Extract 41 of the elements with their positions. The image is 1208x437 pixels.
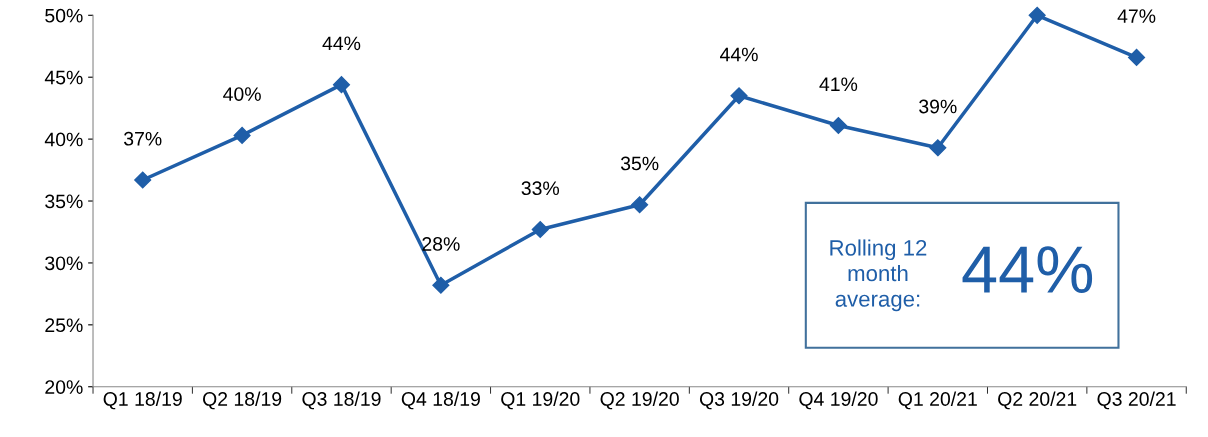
point [1028,6,1046,24]
x-tick-label: Q3 19/20 [699,391,779,410]
data-label: 41% [819,77,858,92]
point [929,139,947,157]
y-tick-label: 40% [44,132,83,147]
y-tick-label: 20% [45,380,83,394]
data-label: 28% [422,237,460,251]
x-tick-label: Q4 18/19 [401,391,480,410]
y-tick-label: 35% [45,194,83,209]
x-tick-label: Q3 20/21 [1097,391,1176,410]
x-tick-label: Q1 18/19 [103,391,182,410]
point [531,220,549,239]
point [432,276,450,294]
data-label: 33% [521,181,560,196]
x-tick-label: Q1 19/20 [501,391,580,410]
point [1128,48,1146,66]
point [233,126,251,144]
data-label: 44% [322,36,361,51]
x-tick-label: Q2 19/20 [600,391,679,410]
data-label: 35% [620,156,659,171]
x-tick-label: Q4 19/20 [799,391,878,410]
annotation: 44% [962,246,1093,293]
y-tick-label: 30% [45,256,83,271]
annotation: Rolling 12 month average: [830,239,927,312]
point [829,116,847,135]
data-label: 40% [223,87,261,101]
data-label: 39% [919,99,957,114]
y-tick-label: 50% [45,8,83,23]
x-tick-label: Q2 18/19 [203,391,282,410]
data-label: 47% [1117,9,1156,23]
point [134,171,152,189]
point [631,196,649,214]
x-tick-label: Q3 18/19 [302,391,381,410]
point [730,87,748,105]
point [332,76,351,94]
data-label: 37% [123,131,162,146]
x-tick-label: Q2 20/21 [998,391,1077,410]
x-tick-label: Q1 20/21 [898,391,977,410]
y-tick-label: 45% [44,70,83,85]
y-tick-label: 25% [45,318,83,333]
data-label: 44% [720,47,758,62]
